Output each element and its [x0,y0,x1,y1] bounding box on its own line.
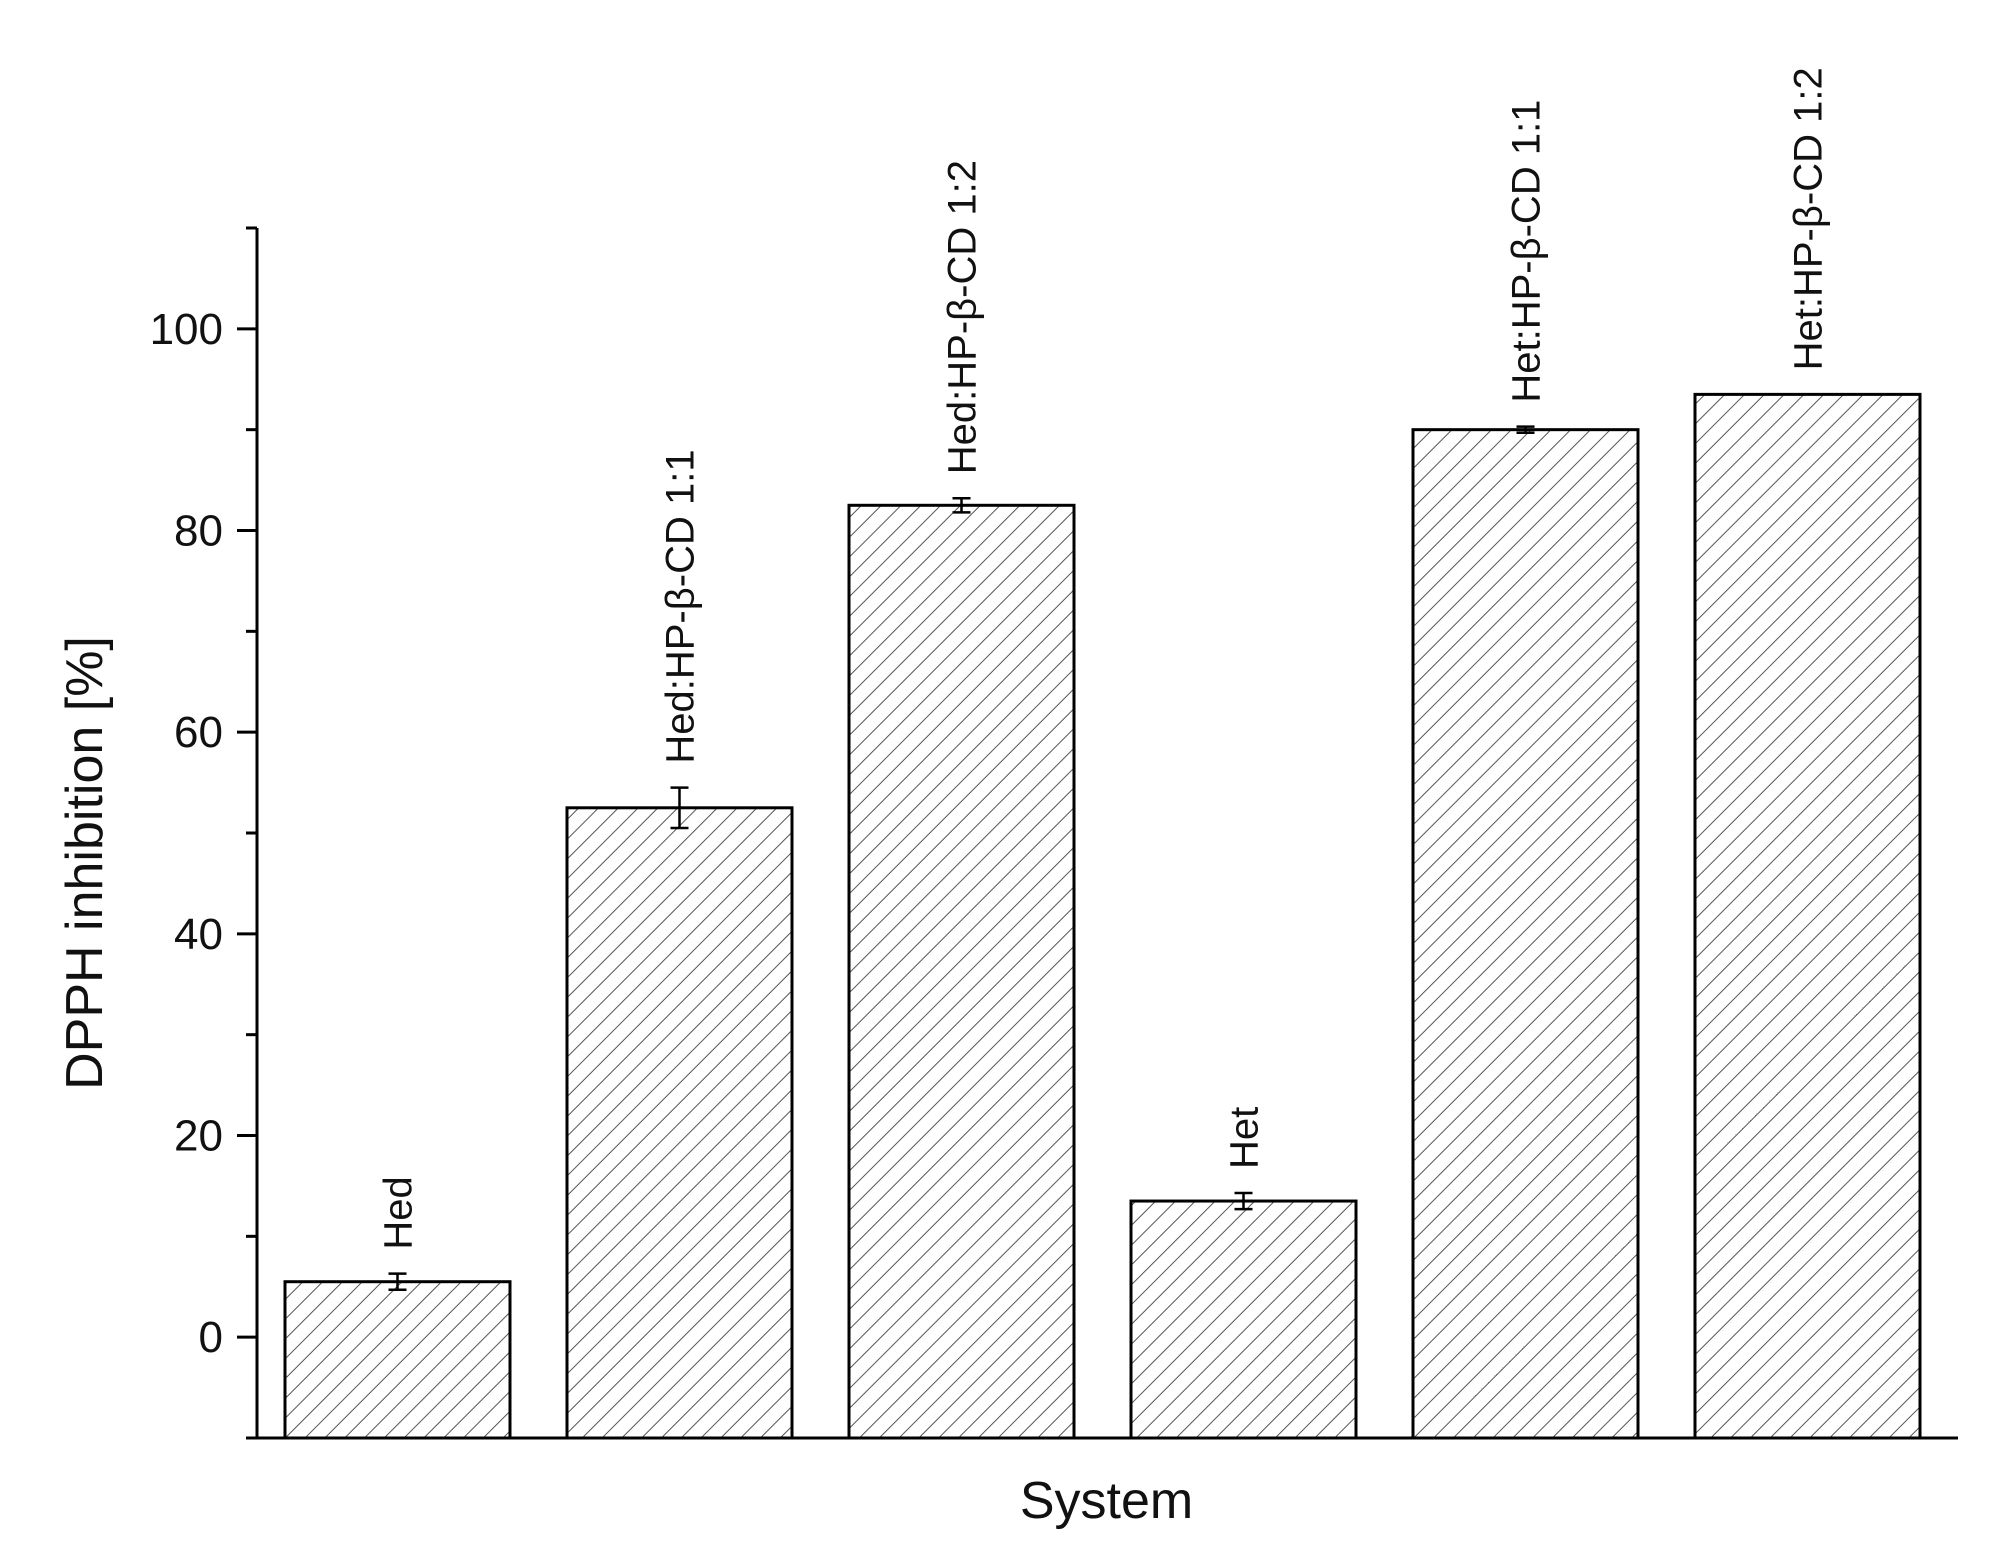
y-tick-label: 100 [150,305,223,354]
error-bar [1234,1191,1253,1211]
bar-category-label: Het:HP-β-CD 1:1 [1505,100,1549,403]
bar [565,806,794,1440]
error-bar [388,1272,407,1292]
y-axis-title: DPPH inhibition [%] [56,636,114,1090]
bar-category-label: Het [1223,1107,1267,1169]
bar [1693,392,1922,1440]
bar-category-label: Hed [377,1176,421,1249]
y-tick-label: 40 [174,910,223,959]
bar [283,1280,512,1440]
bar [1411,428,1640,1440]
y-ticks: 0 20 40 60 80 100 [150,226,257,1440]
y-tick-label: 60 [174,708,223,757]
bar-category-label: Hed:HP-β-CD 1:1 [659,449,703,763]
y-tick-label: 80 [174,507,223,556]
error-bar [1516,425,1535,434]
y-tick-label: 20 [174,1112,223,1161]
bar [1129,1199,1358,1440]
error-bar [952,496,971,514]
x-axis-title: System [1020,1472,1193,1530]
y-tick-label: 0 [199,1313,223,1362]
bars-layer [283,392,1922,1440]
bar-category-label: Het:HP-β-CD 1:2 [1787,67,1831,370]
bar-category-label: Hed:HP-β-CD 1:2 [941,160,985,474]
error-bar [670,786,689,830]
bar-labels: Hed Hed:HP-β-CD 1:1 Hed:HP-β-CD 1:2 Het Het:… [377,67,1831,1249]
bar [847,503,1076,1440]
